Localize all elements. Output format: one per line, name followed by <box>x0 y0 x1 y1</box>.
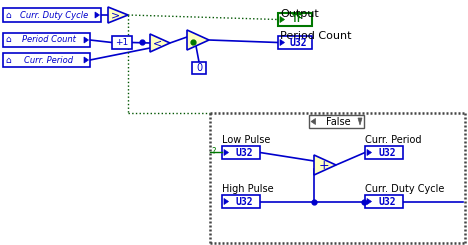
Text: U32: U32 <box>378 147 396 158</box>
FancyBboxPatch shape <box>192 62 206 74</box>
Text: +: + <box>319 159 329 172</box>
Text: ⌂: ⌂ <box>5 11 11 20</box>
FancyBboxPatch shape <box>222 195 260 208</box>
Text: Curr. Duty Cycle: Curr. Duty Cycle <box>365 184 445 194</box>
Polygon shape <box>224 198 228 205</box>
Text: U32: U32 <box>235 147 253 158</box>
Polygon shape <box>150 34 170 52</box>
Text: U32: U32 <box>289 37 307 48</box>
Polygon shape <box>367 198 372 205</box>
FancyBboxPatch shape <box>3 8 101 22</box>
Polygon shape <box>280 16 285 23</box>
Polygon shape <box>280 39 285 46</box>
Text: +1: +1 <box>116 38 129 47</box>
FancyBboxPatch shape <box>3 33 90 47</box>
Text: Curr. Period: Curr. Period <box>365 135 422 145</box>
Text: High Pulse: High Pulse <box>222 184 274 194</box>
Text: Period Count: Period Count <box>280 31 351 41</box>
FancyBboxPatch shape <box>365 146 403 159</box>
Polygon shape <box>314 155 336 175</box>
FancyBboxPatch shape <box>3 53 90 67</box>
FancyBboxPatch shape <box>278 13 312 26</box>
Polygon shape <box>311 119 315 124</box>
Text: <: < <box>154 38 162 48</box>
FancyBboxPatch shape <box>112 36 132 49</box>
FancyBboxPatch shape <box>222 146 260 159</box>
Polygon shape <box>358 118 362 125</box>
Text: Output: Output <box>280 9 319 19</box>
Text: Curr. Period: Curr. Period <box>24 56 73 64</box>
Polygon shape <box>224 149 228 156</box>
Polygon shape <box>84 57 88 63</box>
Polygon shape <box>84 37 88 43</box>
Polygon shape <box>367 149 372 156</box>
Text: TF: TF <box>292 14 304 24</box>
FancyBboxPatch shape <box>278 36 312 49</box>
Polygon shape <box>187 30 209 50</box>
Text: ?: ? <box>211 147 215 156</box>
Text: Period Count: Period Count <box>22 36 75 45</box>
FancyBboxPatch shape <box>309 115 364 128</box>
Text: False: False <box>326 117 351 126</box>
FancyBboxPatch shape <box>365 195 403 208</box>
Text: 0: 0 <box>196 63 202 73</box>
Text: U32: U32 <box>235 196 253 207</box>
Text: >: > <box>111 10 121 20</box>
Polygon shape <box>108 7 128 23</box>
Polygon shape <box>95 12 100 18</box>
Text: Low Pulse: Low Pulse <box>222 135 271 145</box>
Text: U32: U32 <box>378 196 396 207</box>
Text: ⌂: ⌂ <box>5 36 11 45</box>
Text: Curr. Duty Cycle: Curr. Duty Cycle <box>20 11 88 20</box>
Text: ⌂: ⌂ <box>5 56 11 64</box>
